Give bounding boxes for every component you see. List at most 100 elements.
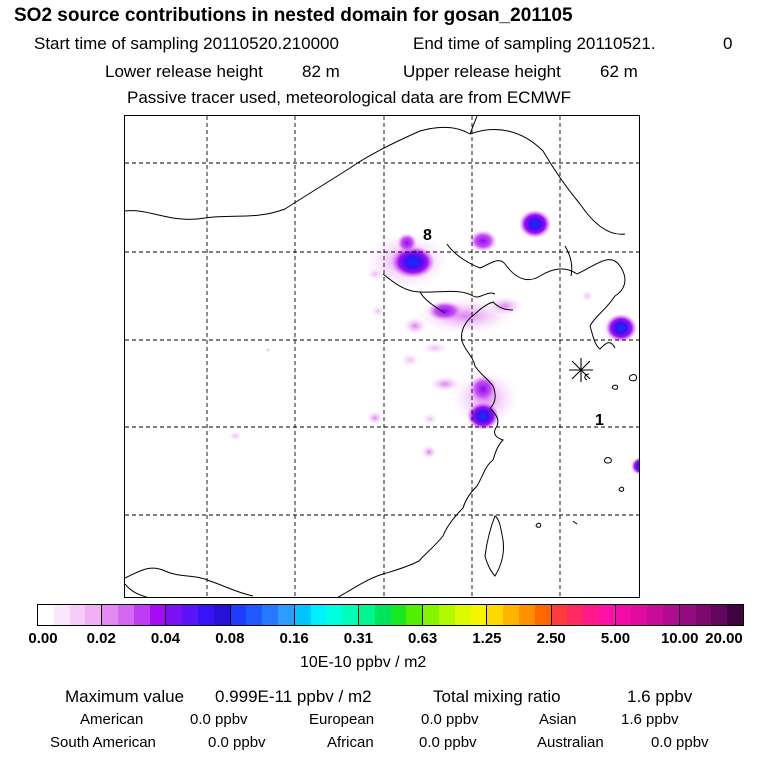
colorbar-swatch <box>663 605 680 625</box>
start-time-label: Start time of sampling 20110520.210000 <box>34 34 339 53</box>
plume <box>469 230 497 252</box>
colorbar-tick-label: 0.00 <box>28 630 58 647</box>
asterisk-icon <box>569 358 593 382</box>
colorbar-tick-label: 0.04 <box>150 630 181 647</box>
colorbar-swatch <box>133 605 150 625</box>
colorbar-swatch <box>38 605 54 625</box>
colorbar-swatch <box>551 605 568 625</box>
colorbar-swatch <box>438 605 455 625</box>
colorbar <box>37 604 744 626</box>
colorbar-swatch <box>695 605 712 625</box>
plume <box>367 267 383 281</box>
colorbar-swatch <box>631 605 648 625</box>
colorbar-swatch <box>727 605 744 625</box>
plume <box>422 413 438 425</box>
plume <box>487 296 523 316</box>
grid-layer <box>125 116 639 597</box>
end-time-value: 0 <box>723 34 733 53</box>
lower-height-label: Lower release height <box>105 62 263 81</box>
colorbar-swatch <box>197 605 214 625</box>
coastline <box>419 291 446 314</box>
colorbar-swatch <box>679 605 696 625</box>
colorbar-swatch <box>423 605 439 625</box>
coastline <box>418 459 494 562</box>
plume <box>401 353 419 367</box>
colorbar-tick-label: 0.63 <box>408 630 438 647</box>
colorbar-swatch <box>310 605 327 625</box>
upper-height-value: 62 m <box>600 62 638 81</box>
coastline-layer <box>125 116 637 597</box>
border-line <box>469 116 478 135</box>
island <box>584 373 590 381</box>
colorbar-swatch <box>149 605 167 625</box>
plume-layer <box>228 210 639 475</box>
plume <box>367 411 383 425</box>
colorbar-swatch <box>470 605 488 625</box>
plume-hotspot <box>631 457 639 475</box>
coastline <box>576 259 626 327</box>
map-canvas: 8 1 <box>125 116 639 597</box>
colorbar-swatch <box>326 605 343 625</box>
plume <box>427 301 463 321</box>
region-name: Asian <box>539 711 577 728</box>
colorbar-tick-label: 0.02 <box>86 630 116 647</box>
plume-hotspot <box>391 246 435 278</box>
region-name: European <box>309 711 375 728</box>
region-name: Australian <box>537 734 604 751</box>
region-value: 0.0 ppbv <box>421 711 479 728</box>
colorbar-swatch <box>583 605 599 625</box>
colorbar-swatch <box>166 605 183 625</box>
border-line <box>125 567 254 597</box>
border-line <box>446 243 578 280</box>
plume <box>469 375 497 403</box>
colorbar-swatch <box>711 605 728 625</box>
lower-height-value: 82 m <box>302 62 340 81</box>
colorbar-swatch <box>53 605 70 625</box>
island <box>629 374 637 382</box>
colorbar-swatch <box>647 605 664 625</box>
plume <box>397 233 417 253</box>
region-name: South American <box>50 734 156 751</box>
coastline <box>382 273 496 298</box>
border-line <box>125 583 148 597</box>
colorbar-swatch <box>374 605 391 625</box>
island <box>604 457 612 464</box>
plume <box>403 317 427 335</box>
total-mixing-label: Total mixing ratio <box>433 687 561 706</box>
plume <box>228 431 242 441</box>
region-value: 0.0 ppbv <box>190 711 248 728</box>
colorbar-swatch <box>262 605 278 625</box>
colorbar-swatch <box>342 605 359 625</box>
max-value: 0.999E-11 ppbv / m2 <box>215 687 372 706</box>
colorbar-swatch <box>102 605 118 625</box>
colorbar-swatch <box>85 605 103 625</box>
tracer-note: Passive tracer used, meteorological data… <box>127 88 572 107</box>
colorbar-swatch <box>503 605 519 625</box>
region-value: 0.0 ppbv <box>208 734 266 751</box>
max-value-label: Maximum value <box>65 687 185 706</box>
plume-hotspot <box>519 210 551 238</box>
colorbar-tick-label: 0.08 <box>215 630 245 647</box>
colorbar-swatch <box>277 605 295 625</box>
source-label-1: 1 <box>595 412 604 429</box>
colorbar-swatch <box>615 605 632 625</box>
coastline <box>474 301 514 315</box>
plume <box>265 347 271 353</box>
colorbar-tick-label: 10.00 <box>660 630 699 647</box>
colorbar-swatch <box>182 605 198 625</box>
chart-title: SO2 source contributions in nested domai… <box>14 5 573 26</box>
colorbar-swatch <box>598 605 616 625</box>
coastline <box>461 313 496 409</box>
region-value: 0.0 ppbv <box>651 734 709 751</box>
colorbar-swatch <box>117 605 134 625</box>
colorbar-swatch <box>246 605 263 625</box>
colorbar-unit: 10E-10 ppbv / m2 <box>300 654 427 671</box>
colorbar-swatch <box>294 605 311 625</box>
colorbar-tick-label: 0.16 <box>279 630 309 647</box>
coastline <box>589 325 616 350</box>
coastline <box>489 407 504 461</box>
border-line <box>469 128 626 235</box>
island <box>618 486 625 492</box>
plume <box>581 290 593 302</box>
coastline <box>337 560 420 597</box>
